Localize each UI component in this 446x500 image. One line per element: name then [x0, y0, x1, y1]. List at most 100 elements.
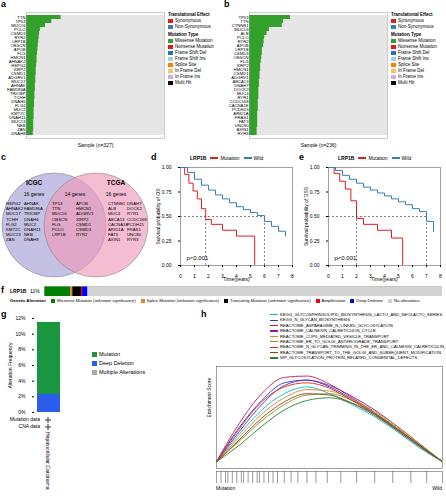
svg-text:Survival probability of OS: Survival probability of OS [155, 188, 161, 245]
svg-text:7: 7 [277, 273, 280, 279]
svg-text:0.00: 0.00 [162, 262, 172, 268]
svg-text:4%: 4% [18, 378, 26, 384]
svg-text:ALB: ALB [240, 30, 249, 36]
svg-text:RYR2: RYR2 [76, 232, 88, 237]
svg-text:DNAH7: DNAH7 [234, 82, 249, 88]
svg-text:MUC16: MUC16 [11, 22, 26, 28]
svg-text:HMCN1: HMCN1 [10, 54, 26, 60]
svg-text:0.25: 0.25 [162, 238, 172, 244]
svg-text:NEB: NEB [16, 122, 26, 128]
svg-text:Sample (n=236): Sample (n=236) [301, 142, 337, 148]
svg-text:OBSCN: OBSCN [233, 54, 249, 60]
svg-text:1: 1 [341, 273, 344, 279]
svg-text:0: 0 [327, 273, 330, 279]
svg-text:1: 1 [193, 273, 196, 279]
svg-text:Time(years): Time(years) [371, 276, 398, 282]
svg-text:RYR3: RYR3 [127, 237, 139, 242]
svg-text:16 genes: 16 genes [106, 191, 127, 197]
svg-text:TCGA: TCGA [107, 179, 126, 186]
svg-text:0.75: 0.75 [162, 189, 172, 195]
svg-text:8: 8 [291, 273, 294, 279]
svg-text:RYR2: RYR2 [237, 38, 249, 44]
svg-text:8: 8 [439, 273, 442, 279]
svg-text:CTNNB1: CTNNB1 [231, 22, 249, 28]
svg-text:HSPG2: HSPG2 [11, 62, 26, 68]
svg-text:ADGRV1: ADGRV1 [8, 74, 26, 80]
svg-text:Time(years): Time(years) [223, 276, 250, 282]
svg-text:AHNAK: AHNAK [11, 82, 26, 88]
svg-text:LRP1B: LRP1B [235, 46, 249, 52]
svg-text:1.00: 1.00 [310, 164, 320, 170]
svg-text:6: 6 [411, 273, 414, 279]
svg-text:APOB: APOB [236, 42, 249, 48]
svg-text:FLG: FLG [17, 50, 26, 56]
svg-text:0.00: 0.00 [310, 262, 320, 268]
svg-text:TP53: TP53 [15, 18, 26, 24]
svg-text:TTN: TTN [17, 14, 26, 20]
svg-text:DOCK2: DOCK2 [234, 86, 249, 92]
svg-text:0.50: 0.50 [310, 213, 320, 219]
svg-text:CSMD3: CSMD3 [233, 50, 249, 56]
svg-text:CSMD3: CSMD3 [10, 30, 26, 36]
svg-text:Survival probability of DSS: Survival probability of DSS [303, 186, 309, 246]
svg-text:6: 6 [263, 273, 266, 279]
svg-text:AHNAK2: AHNAK2 [8, 58, 26, 64]
svg-text:ABCA13: ABCA13 [232, 78, 249, 84]
svg-text:0%: 0% [18, 409, 26, 414]
svg-text:DNAH8: DNAH8 [24, 237, 39, 242]
svg-text:8%: 8% [18, 346, 26, 352]
svg-text:CSMD1: CSMD1 [10, 70, 26, 76]
svg-text:ADGRV1: ADGRV1 [231, 74, 249, 80]
svg-text:TRIOBP: TRIOBP [9, 90, 26, 96]
svg-text:LRP1B: LRP1B [12, 38, 26, 44]
svg-text:PCLO: PCLO [14, 26, 26, 32]
svg-text:12%: 12% [15, 315, 26, 321]
svg-text:OBSCN: OBSCN [10, 42, 26, 48]
svg-text:FLG: FLG [240, 58, 249, 64]
svg-text:RYR2: RYR2 [14, 34, 26, 40]
svg-text:16 genes: 16 genes [24, 191, 45, 197]
svg-text:XIRP2: XIRP2 [13, 66, 26, 72]
svg-text:ZAN: ZAN [6, 237, 15, 242]
svg-text:DNAH8: DNAH8 [11, 131, 26, 136]
svg-text:p<0.001: p<0.001 [187, 255, 210, 261]
svg-text:14 genes: 14 genes [65, 191, 86, 197]
svg-text:Sample (n=327): Sample (n=327) [78, 142, 114, 148]
svg-text:p<0.001: p<0.001 [335, 255, 358, 261]
svg-text:TTN: TTN [240, 18, 249, 24]
svg-text:PCLO: PCLO [237, 34, 249, 40]
svg-text:MUC13: MUC13 [11, 118, 26, 124]
svg-text:2: 2 [355, 273, 358, 279]
svg-text:FLG2: FLG2 [15, 102, 26, 108]
svg-text:0: 0 [179, 273, 182, 279]
svg-text:10%: 10% [15, 331, 26, 337]
svg-text:AXIN1: AXIN1 [108, 237, 121, 242]
svg-text:MUC2: MUC2 [13, 106, 26, 112]
svg-text:6%: 6% [18, 362, 26, 368]
svg-text:FAM186A: FAM186A [7, 86, 26, 92]
svg-text:HMCN1: HMCN1 [233, 66, 249, 72]
svg-text:2: 2 [207, 273, 210, 279]
svg-text:2%: 2% [18, 393, 26, 399]
svg-text:KMT2C: KMT2C [11, 110, 26, 116]
svg-text:TCHH: TCHH [13, 94, 26, 100]
svg-text:0.25: 0.25 [310, 238, 320, 244]
svg-text:MUC17: MUC17 [11, 78, 26, 84]
svg-text:LRP1B: LRP1B [52, 232, 66, 237]
svg-text:Enrichment Score: Enrichment Score [206, 378, 212, 418]
svg-text:MUC16: MUC16 [234, 26, 249, 32]
svg-text:APOB: APOB [13, 46, 26, 52]
svg-text:0.50: 0.50 [162, 213, 172, 219]
svg-text:1.00: 1.00 [162, 164, 172, 170]
svg-text:CSMD1: CSMD1 [233, 70, 249, 76]
svg-text:DNAH6: DNAH6 [11, 98, 26, 104]
svg-text:TP53: TP53 [238, 14, 249, 20]
svg-text:Alteration Frequency: Alteration Frequency [7, 342, 13, 389]
svg-text:0.75: 0.75 [310, 189, 320, 195]
svg-text:RYR3: RYR3 [237, 131, 249, 136]
svg-text:ICGC: ICGC [26, 179, 43, 186]
svg-text:XIRP2: XIRP2 [236, 62, 249, 68]
svg-text:7: 7 [425, 273, 428, 279]
svg-text:DNAH11: DNAH11 [9, 114, 26, 120]
svg-text:ZAN: ZAN [17, 126, 26, 132]
